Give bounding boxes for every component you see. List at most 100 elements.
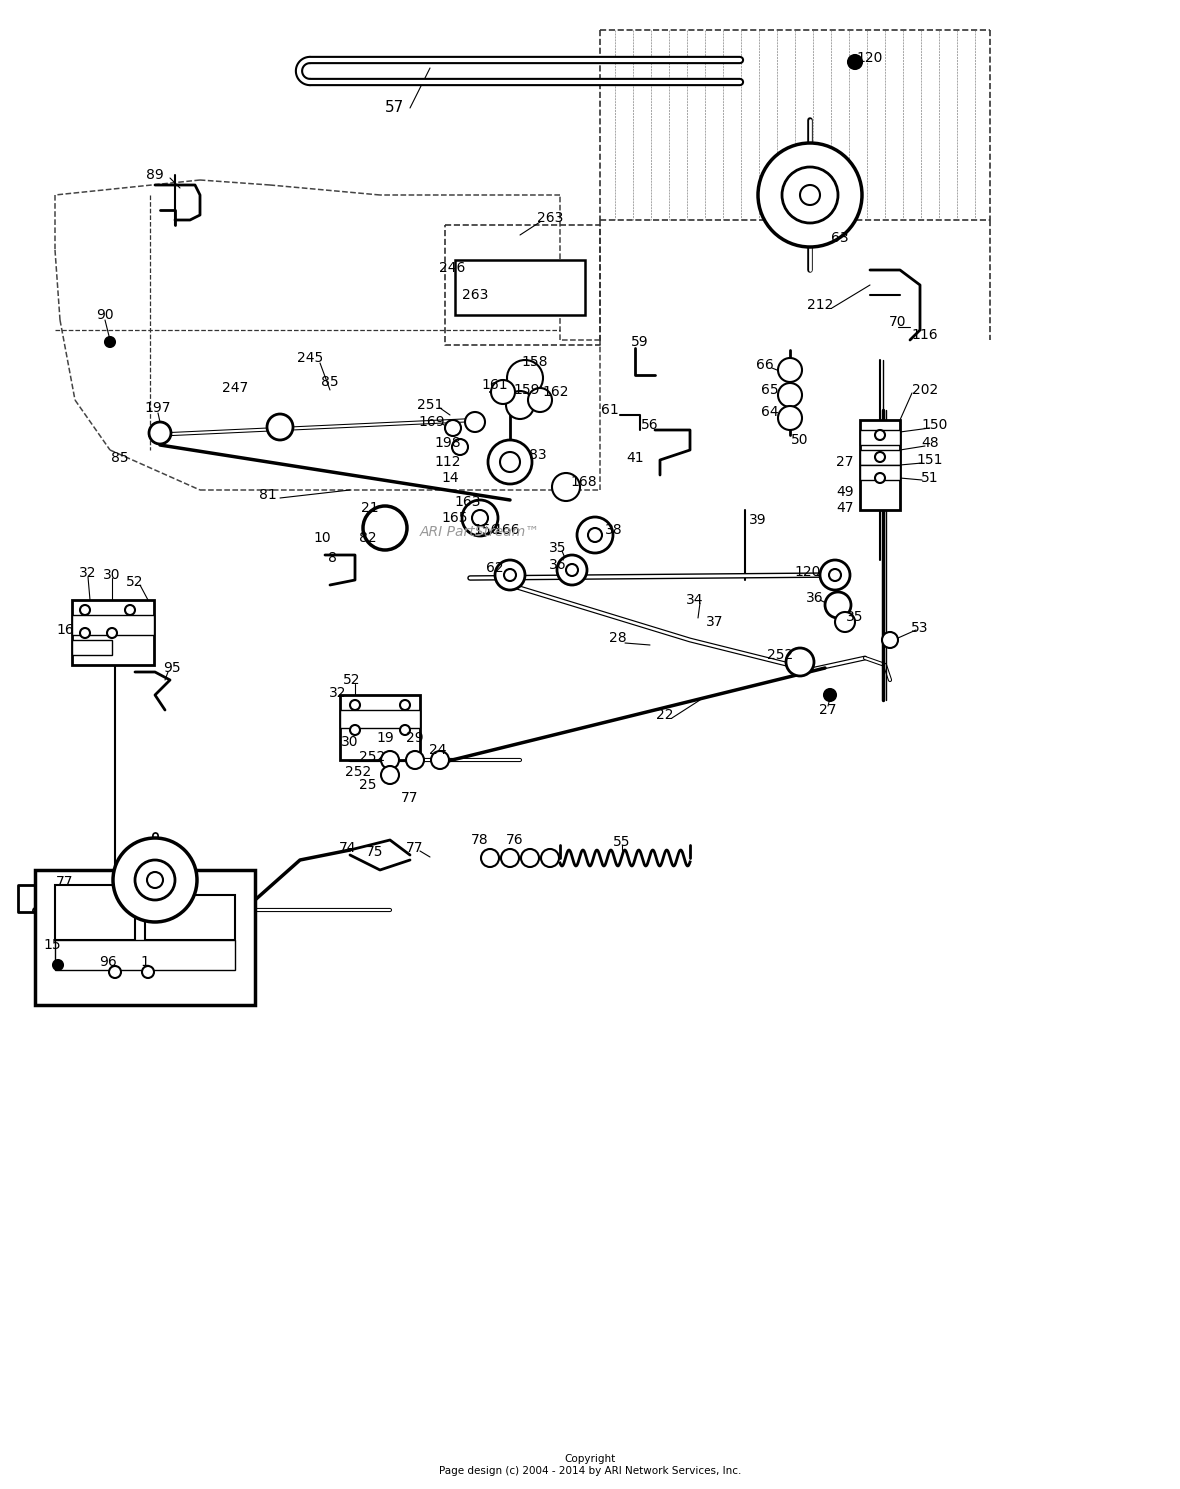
Bar <box>455 261 585 316</box>
Bar <box>35 870 255 1005</box>
Text: 120: 120 <box>795 564 821 579</box>
Circle shape <box>381 750 399 768</box>
Text: 96: 96 <box>99 954 117 969</box>
Bar <box>340 710 420 728</box>
Text: 116: 116 <box>912 328 938 342</box>
Bar <box>860 420 900 511</box>
Circle shape <box>431 750 450 768</box>
Text: 112: 112 <box>434 456 461 469</box>
Text: 163: 163 <box>454 494 481 509</box>
Text: 81: 81 <box>260 488 277 502</box>
Text: 62: 62 <box>486 561 504 575</box>
Circle shape <box>506 392 535 418</box>
Text: 89: 89 <box>146 168 164 182</box>
Circle shape <box>500 453 520 472</box>
Circle shape <box>540 849 559 867</box>
Circle shape <box>113 838 197 922</box>
Text: 61: 61 <box>601 404 618 417</box>
Text: 32: 32 <box>79 566 97 581</box>
Circle shape <box>527 389 552 412</box>
Text: 8: 8 <box>328 551 336 564</box>
Text: 165: 165 <box>441 511 468 526</box>
Text: 35: 35 <box>846 610 864 624</box>
Circle shape <box>80 628 90 637</box>
Text: 30: 30 <box>341 736 359 749</box>
Circle shape <box>135 861 175 899</box>
Circle shape <box>522 849 539 867</box>
Text: 52: 52 <box>343 673 361 686</box>
Text: 162: 162 <box>543 386 569 399</box>
Text: 197: 197 <box>145 401 171 415</box>
Circle shape <box>876 474 885 482</box>
Circle shape <box>465 412 485 432</box>
Circle shape <box>350 700 360 710</box>
Text: 77: 77 <box>57 876 73 889</box>
Text: 36: 36 <box>806 591 824 605</box>
Text: 57: 57 <box>386 100 405 116</box>
Bar <box>860 465 900 479</box>
Circle shape <box>557 555 586 585</box>
Circle shape <box>463 500 498 536</box>
Text: 52: 52 <box>126 575 144 590</box>
Text: 49: 49 <box>837 485 854 499</box>
Circle shape <box>504 569 516 581</box>
Bar <box>860 430 900 445</box>
Circle shape <box>400 700 409 710</box>
Circle shape <box>566 564 578 576</box>
Text: 28: 28 <box>609 631 627 645</box>
Text: 39: 39 <box>749 514 767 527</box>
Circle shape <box>80 605 90 615</box>
Bar <box>340 695 420 759</box>
Text: 63: 63 <box>831 231 848 246</box>
Circle shape <box>406 750 424 768</box>
Text: 90: 90 <box>97 308 113 322</box>
Text: 82: 82 <box>359 532 376 545</box>
Text: 77: 77 <box>406 841 424 855</box>
Circle shape <box>494 560 525 590</box>
Text: 19: 19 <box>376 731 394 744</box>
Circle shape <box>350 725 360 736</box>
Text: 32: 32 <box>329 686 347 700</box>
Circle shape <box>53 960 63 969</box>
Text: 263: 263 <box>537 211 563 225</box>
Circle shape <box>552 474 581 500</box>
Circle shape <box>481 849 499 867</box>
Circle shape <box>800 185 820 205</box>
Text: ARI PartStream™: ARI PartStream™ <box>420 526 540 539</box>
Circle shape <box>445 420 461 436</box>
Text: 10: 10 <box>313 532 330 545</box>
Text: 76: 76 <box>506 832 524 847</box>
Text: 51: 51 <box>922 471 939 485</box>
Text: 14: 14 <box>441 471 459 485</box>
Text: 64: 64 <box>761 405 779 418</box>
Text: 48: 48 <box>922 436 939 450</box>
Circle shape <box>142 966 155 978</box>
Text: 252: 252 <box>345 765 372 779</box>
Text: 159: 159 <box>513 383 540 398</box>
Text: 77: 77 <box>401 791 419 806</box>
Text: 95: 95 <box>163 661 181 675</box>
Circle shape <box>848 55 863 68</box>
Circle shape <box>825 593 851 618</box>
Text: 251: 251 <box>417 398 444 412</box>
Text: 34: 34 <box>687 593 703 608</box>
Text: 41: 41 <box>627 451 644 465</box>
Text: 70: 70 <box>890 316 906 329</box>
Text: 74: 74 <box>340 841 356 855</box>
Text: 15: 15 <box>44 938 61 951</box>
Bar <box>72 640 112 655</box>
Text: 66: 66 <box>756 357 774 372</box>
Text: 247: 247 <box>222 381 248 395</box>
Circle shape <box>830 569 841 581</box>
Text: 55: 55 <box>614 835 631 849</box>
Circle shape <box>125 605 135 615</box>
Text: 25: 25 <box>359 777 376 792</box>
Circle shape <box>778 406 802 430</box>
Text: 21: 21 <box>361 500 379 515</box>
Text: 245: 245 <box>297 351 323 365</box>
Text: 252: 252 <box>359 750 385 764</box>
Circle shape <box>502 849 519 867</box>
Circle shape <box>876 430 885 441</box>
Text: 161: 161 <box>481 378 509 392</box>
Circle shape <box>782 167 838 223</box>
